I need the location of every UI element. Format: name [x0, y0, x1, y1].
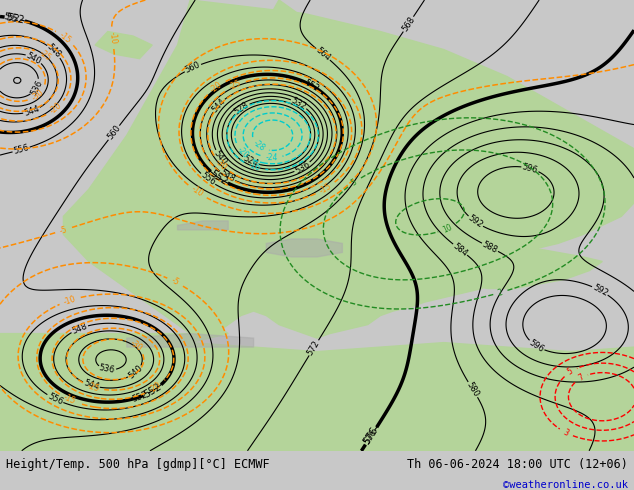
Text: 552: 552: [4, 12, 25, 25]
Text: Height/Temp. 500 hPa [gdmp][°C] ECMWF: Height/Temp. 500 hPa [gdmp][°C] ECMWF: [6, 458, 270, 471]
Text: 10: 10: [441, 222, 454, 234]
Text: -10: -10: [63, 294, 77, 307]
Text: 576: 576: [362, 428, 378, 446]
Text: 544: 544: [82, 379, 100, 392]
Text: 552: 552: [3, 12, 20, 24]
Text: 596: 596: [527, 338, 546, 354]
Text: 592: 592: [467, 214, 484, 230]
Text: -15: -15: [318, 181, 333, 196]
Polygon shape: [418, 244, 602, 289]
Text: 7: 7: [577, 373, 585, 383]
Text: -25: -25: [228, 79, 243, 92]
Text: 3: 3: [562, 428, 571, 438]
Text: ©weatheronline.co.uk: ©weatheronline.co.uk: [503, 480, 628, 490]
Text: 5: 5: [349, 177, 359, 188]
Polygon shape: [95, 31, 152, 59]
Polygon shape: [165, 95, 216, 135]
Text: 552: 552: [142, 382, 164, 400]
Text: 524: 524: [242, 154, 259, 169]
Text: 556: 556: [12, 143, 30, 156]
Text: 5: 5: [566, 367, 575, 377]
Polygon shape: [165, 198, 266, 262]
Polygon shape: [279, 244, 330, 293]
Text: -10: -10: [190, 185, 205, 199]
Text: -20: -20: [209, 80, 224, 95]
Text: 584: 584: [451, 241, 469, 258]
Text: Th 06-06-2024 18:00 UTC (12+06): Th 06-06-2024 18:00 UTC (12+06): [407, 458, 628, 471]
Text: -10: -10: [107, 31, 117, 45]
Text: 560: 560: [105, 123, 122, 142]
Text: -30: -30: [30, 88, 45, 102]
Text: -24: -24: [265, 153, 278, 162]
Polygon shape: [127, 334, 254, 347]
Text: -25: -25: [37, 49, 53, 63]
Text: -30: -30: [214, 157, 229, 172]
Text: 552: 552: [131, 390, 149, 404]
Polygon shape: [266, 0, 393, 113]
Text: -20: -20: [48, 101, 63, 116]
Polygon shape: [266, 239, 342, 257]
Text: 588: 588: [481, 240, 499, 255]
Text: 2: 2: [497, 288, 504, 297]
Text: 556: 556: [46, 392, 64, 407]
Text: 556: 556: [198, 171, 217, 188]
Text: 572: 572: [306, 339, 322, 357]
Text: 548: 548: [45, 43, 63, 60]
Text: 544: 544: [23, 104, 41, 118]
Polygon shape: [330, 252, 368, 284]
Text: 544: 544: [210, 97, 227, 114]
Polygon shape: [178, 221, 228, 230]
Text: -25: -25: [86, 381, 101, 393]
Text: -20: -20: [148, 380, 164, 394]
Text: 540: 540: [25, 50, 43, 66]
Polygon shape: [63, 324, 228, 343]
Text: 592: 592: [591, 283, 609, 298]
Text: 552: 552: [302, 78, 321, 94]
Text: 560: 560: [184, 60, 202, 75]
Text: -5: -5: [58, 224, 68, 236]
Text: -16: -16: [247, 161, 262, 173]
Text: 596: 596: [521, 162, 539, 175]
Text: 540: 540: [127, 364, 145, 381]
Text: -30: -30: [128, 339, 143, 353]
Text: 536: 536: [29, 78, 44, 97]
Text: -20: -20: [235, 145, 250, 160]
Text: 536: 536: [98, 364, 116, 375]
Text: 564: 564: [314, 46, 332, 63]
Text: 568: 568: [400, 15, 417, 33]
Text: -5: -5: [170, 276, 181, 288]
Text: 580: 580: [465, 380, 481, 399]
Text: 576: 576: [362, 425, 380, 446]
Text: -28: -28: [251, 139, 266, 153]
Text: 532: 532: [290, 96, 308, 111]
Text: 548: 548: [70, 321, 89, 336]
Text: 540: 540: [212, 148, 229, 167]
Text: 528: 528: [233, 100, 251, 117]
Text: 552: 552: [208, 169, 230, 187]
Polygon shape: [63, 0, 634, 338]
Text: -15: -15: [58, 30, 73, 45]
Polygon shape: [0, 334, 634, 451]
Text: 548: 548: [218, 169, 236, 184]
Text: -15: -15: [62, 393, 77, 406]
Text: 536: 536: [294, 159, 311, 175]
